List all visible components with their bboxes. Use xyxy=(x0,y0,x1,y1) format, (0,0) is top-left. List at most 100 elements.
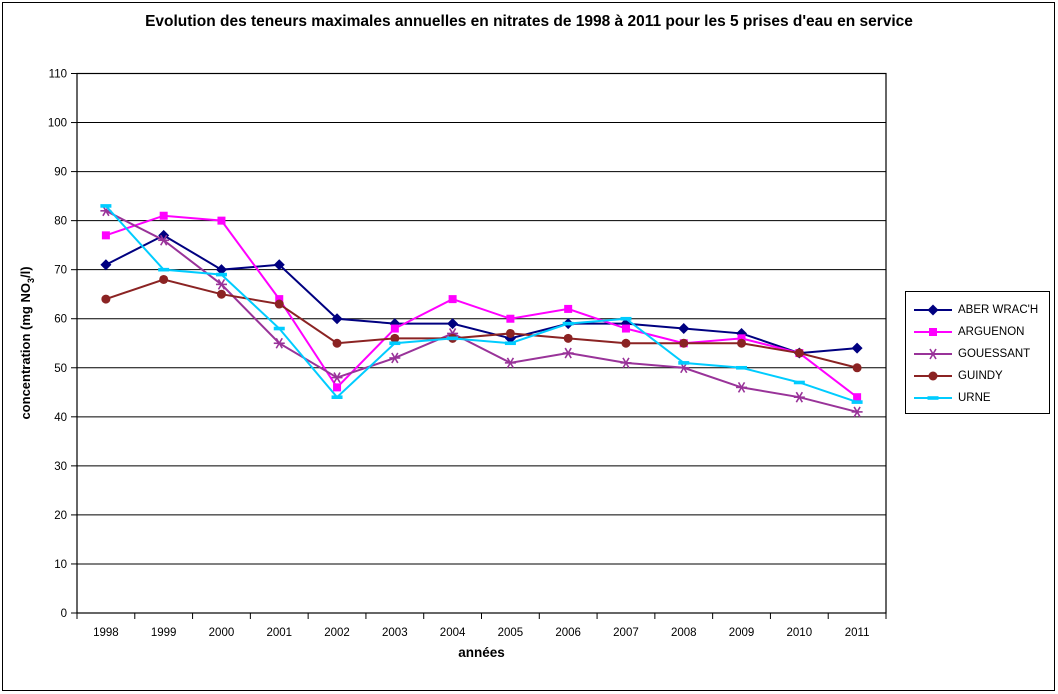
circle-marker xyxy=(332,338,342,348)
x-tick-label: 2008 xyxy=(671,627,697,639)
square-marker xyxy=(101,231,110,240)
diamond-marker xyxy=(331,313,343,325)
x-tick-label: 2007 xyxy=(613,627,639,639)
asterisk-marker xyxy=(927,348,939,360)
circle-marker xyxy=(852,363,862,373)
legend-swatch xyxy=(914,348,952,360)
square-marker xyxy=(506,314,515,323)
square-marker xyxy=(275,295,284,304)
series-line xyxy=(105,209,858,413)
legend-item: GUINDY xyxy=(913,365,1049,387)
dash-marker xyxy=(678,361,690,365)
legend-label: ARGUENON xyxy=(958,326,1025,338)
x-axis-title: années xyxy=(458,645,505,660)
legend: ABER WRAC'H ARGUENON GOUESSANT GUINDY URNE xyxy=(905,291,1050,414)
dash-marker xyxy=(504,341,516,346)
circle-marker xyxy=(679,338,689,348)
dash-marker xyxy=(620,316,632,321)
y-tick-label: 50 xyxy=(54,363,67,375)
diamond-marker xyxy=(447,318,459,330)
diamond-marker xyxy=(215,264,227,276)
circle-marker xyxy=(101,294,111,304)
asterisk-marker xyxy=(620,357,632,369)
circle-marker xyxy=(274,299,284,309)
dash-marker xyxy=(273,326,285,331)
asterisk-marker xyxy=(215,278,227,290)
dash-marker xyxy=(389,341,401,346)
dash-marker xyxy=(331,395,343,399)
legend-swatch xyxy=(914,371,952,381)
legend-swatch xyxy=(914,328,952,336)
legend-item: ARGUENON xyxy=(913,321,1049,343)
circle-marker xyxy=(390,333,400,343)
y-tick-label: 90 xyxy=(54,167,67,179)
square-marker xyxy=(333,383,342,392)
circle-marker xyxy=(794,348,804,358)
legend-swatch xyxy=(914,304,952,316)
y-tick-label: 40 xyxy=(54,412,67,424)
asterisk-marker xyxy=(389,352,401,364)
y-tick-label: 0 xyxy=(61,608,67,620)
square-marker xyxy=(159,211,168,220)
legend-item: URNE xyxy=(913,387,1049,409)
diamond-marker xyxy=(851,342,863,354)
circle-marker xyxy=(737,338,747,348)
y-tick-label: 60 xyxy=(54,314,67,326)
x-tick-label: 2011 xyxy=(845,627,870,639)
y-axis-title: concentration (mg NO3/l) xyxy=(18,266,36,419)
legend-item: ABER WRAC'H xyxy=(913,299,1049,321)
y-tick-label: 110 xyxy=(49,69,67,81)
x-tick-label: 1999 xyxy=(151,627,177,639)
diamond-marker xyxy=(678,323,690,335)
square-marker xyxy=(737,334,746,343)
legend-swatch xyxy=(914,396,952,400)
y-tick-label: 80 xyxy=(54,216,67,228)
x-tick-label: 2001 xyxy=(266,627,292,639)
y-tick-label: 100 xyxy=(48,118,67,130)
circle-marker xyxy=(928,371,938,381)
square-marker xyxy=(390,324,399,333)
dash-marker xyxy=(447,336,459,341)
diamond-marker xyxy=(927,304,939,316)
circle-marker xyxy=(216,289,226,299)
circle-marker xyxy=(621,338,631,348)
dash-marker xyxy=(100,204,112,208)
series-line xyxy=(105,278,858,369)
legend-item: GOUESSANT xyxy=(913,343,1049,365)
legend-label: GOUESSANT xyxy=(958,348,1031,360)
circle-marker xyxy=(563,333,573,343)
asterisk-marker xyxy=(158,234,170,246)
dash-marker xyxy=(562,321,574,326)
square-marker xyxy=(564,304,573,313)
square-marker xyxy=(621,324,630,333)
asterisk-marker xyxy=(331,372,343,383)
y-tick-label: 20 xyxy=(54,510,67,522)
x-tick-label: 2004 xyxy=(440,627,466,639)
dash-marker xyxy=(736,365,748,370)
x-tick-label: 2006 xyxy=(555,627,581,639)
legend-label: URNE xyxy=(958,392,991,404)
dash-marker xyxy=(158,267,170,272)
x-tick-label: 1998 xyxy=(93,627,119,639)
y-tick-label: 10 xyxy=(54,559,67,571)
y-tick-label: 70 xyxy=(54,265,67,277)
square-marker xyxy=(448,295,457,304)
asterisk-marker xyxy=(736,381,748,393)
y-axis-title-suffix: /l) xyxy=(18,266,34,279)
asterisk-marker xyxy=(273,337,285,349)
y-axis-title-prefix: concentration (mg NO xyxy=(18,283,34,420)
x-tick-label: 2005 xyxy=(498,627,524,639)
asterisk-marker xyxy=(851,406,863,418)
plot-area xyxy=(76,72,887,614)
x-tick-label: 2000 xyxy=(209,627,235,639)
x-tick-label: 2009 xyxy=(729,627,755,639)
x-tick-label: 2010 xyxy=(787,627,813,639)
legend-label: ABER WRAC'H xyxy=(958,304,1039,316)
series-line xyxy=(105,205,858,404)
y-tick-label: 30 xyxy=(54,461,67,473)
square-marker xyxy=(217,216,226,225)
dash-marker xyxy=(215,272,227,277)
x-tick-label: 2003 xyxy=(382,627,408,639)
asterisk-marker xyxy=(562,347,574,359)
